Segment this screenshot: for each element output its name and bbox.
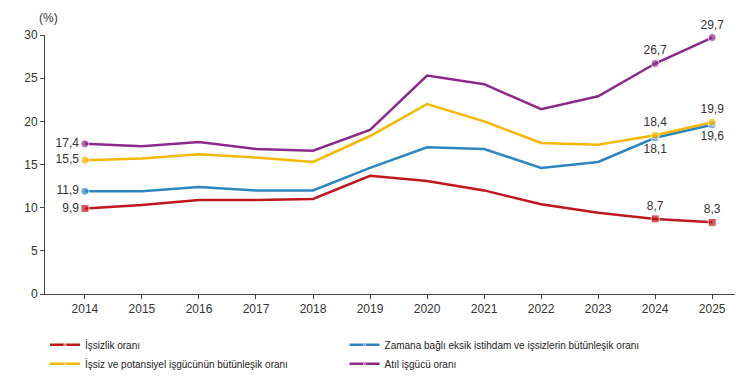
svg-text:8,7: 8,7 — [647, 199, 664, 213]
svg-text:2019: 2019 — [357, 302, 384, 316]
svg-text:0: 0 — [31, 287, 38, 301]
svg-text:11,9: 11,9 — [56, 183, 79, 197]
svg-text:18,1: 18,1 — [643, 142, 667, 156]
svg-text:(%): (%) — [39, 11, 58, 25]
svg-text:Atıl işgücü oranı: Atıl işgücü oranı — [385, 359, 457, 370]
svg-text:2016: 2016 — [186, 302, 213, 316]
svg-text:2020: 2020 — [414, 302, 441, 316]
svg-text:İşsizlik oranı: İşsizlik oranı — [85, 339, 140, 351]
svg-text:2017: 2017 — [243, 302, 270, 316]
svg-text:17,4: 17,4 — [56, 136, 80, 150]
svg-text:5: 5 — [31, 244, 38, 258]
svg-text:2022: 2022 — [528, 302, 555, 316]
svg-text:29,7: 29,7 — [701, 18, 725, 32]
svg-text:15: 15 — [24, 158, 38, 172]
svg-text:Zamana bağlı eksik istihdam ve: Zamana bağlı eksik istihdam ve işsizleri… — [385, 340, 640, 351]
svg-text:2023: 2023 — [585, 302, 612, 316]
svg-text:2025: 2025 — [699, 302, 726, 316]
svg-text:15,5: 15,5 — [56, 152, 80, 166]
svg-text:2018: 2018 — [300, 302, 327, 316]
svg-text:2024: 2024 — [642, 302, 669, 316]
svg-text:20: 20 — [24, 115, 38, 129]
svg-text:26,7: 26,7 — [643, 43, 667, 57]
svg-text:2014: 2014 — [72, 302, 99, 316]
svg-text:9,9: 9,9 — [62, 201, 79, 215]
svg-text:19,9: 19,9 — [701, 102, 725, 116]
svg-text:10: 10 — [24, 201, 38, 215]
svg-text:2021: 2021 — [471, 302, 498, 316]
svg-text:25: 25 — [24, 71, 38, 85]
svg-text:2015: 2015 — [129, 302, 156, 316]
svg-text:İşsiz ve potansiyel işgücünün: İşsiz ve potansiyel işgücünün bütünleşik… — [85, 358, 288, 370]
svg-text:18,4: 18,4 — [643, 115, 667, 129]
svg-text:30: 30 — [24, 28, 38, 42]
svg-text:19,6: 19,6 — [701, 129, 725, 143]
svg-text:8,3: 8,3 — [704, 202, 721, 216]
